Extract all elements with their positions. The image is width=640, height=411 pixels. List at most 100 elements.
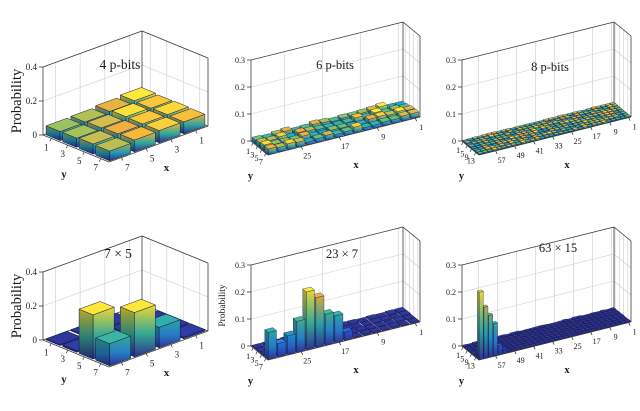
bar-top bbox=[525, 134, 532, 138]
x-axis-label: x bbox=[353, 365, 359, 376]
grid-z bbox=[613, 48, 632, 64]
bar-top bbox=[597, 312, 604, 316]
x-tick bbox=[628, 322, 631, 326]
panel-title: 63 × 15 bbox=[539, 241, 577, 255]
bar-top bbox=[606, 104, 614, 108]
bar-top bbox=[490, 131, 498, 135]
bar-front bbox=[287, 333, 296, 355]
bar-top bbox=[551, 125, 558, 129]
bar-top bbox=[332, 120, 345, 126]
x-axis-edge bbox=[478, 321, 632, 361]
bar-top bbox=[529, 338, 537, 342]
x-tick-label: 1 bbox=[633, 328, 637, 337]
axis-lines bbox=[42, 125, 209, 163]
bar-top bbox=[542, 333, 549, 336]
bar-top bbox=[581, 330, 588, 334]
bar-top bbox=[572, 122, 579, 126]
x-tick bbox=[533, 346, 536, 350]
bar-top bbox=[620, 316, 627, 319]
bar-top bbox=[548, 133, 555, 137]
y-tick-label: 7 bbox=[259, 157, 263, 166]
bar-top bbox=[374, 321, 387, 327]
bar-top bbox=[490, 136, 497, 140]
bar-top bbox=[532, 134, 539, 138]
bar-top bbox=[559, 116, 566, 120]
tick-labels: 0 0.2 0.4 1 3 5 7 1 3 5 7 bbox=[26, 62, 204, 173]
bar-top bbox=[62, 124, 98, 139]
bar-top bbox=[603, 317, 611, 321]
x-tick-label: 9 bbox=[614, 332, 618, 341]
bars-group bbox=[251, 100, 420, 155]
bar-top bbox=[534, 342, 541, 346]
bar-top bbox=[527, 337, 535, 340]
bar-top bbox=[522, 137, 529, 141]
bar-top bbox=[575, 324, 582, 328]
x-axis-edge bbox=[267, 321, 421, 361]
z-tick-label: 0.2 bbox=[26, 301, 37, 311]
bar-top bbox=[533, 125, 540, 129]
y-tick bbox=[461, 346, 464, 351]
bar-top bbox=[553, 132, 560, 136]
y-tick-label: 5 bbox=[77, 156, 82, 166]
x-tick-label: 17 bbox=[593, 132, 601, 141]
bar-top bbox=[596, 321, 603, 325]
bar-top bbox=[587, 114, 594, 118]
bar-top bbox=[611, 103, 618, 107]
bars-group bbox=[462, 101, 631, 155]
bar-top bbox=[479, 148, 487, 152]
z-tick-label: 0.1 bbox=[235, 315, 245, 324]
bar-top bbox=[565, 127, 572, 130]
bar-top bbox=[464, 346, 471, 349]
bar-top bbox=[312, 292, 325, 298]
bar-top bbox=[486, 312, 493, 316]
bar-top bbox=[471, 141, 478, 144]
bar-top bbox=[576, 110, 583, 114]
bar-top bbox=[491, 321, 498, 324]
x-tick bbox=[300, 146, 304, 150]
bar-top bbox=[528, 122, 536, 126]
bar-top bbox=[307, 131, 320, 137]
bar-top bbox=[615, 316, 622, 320]
bar-top bbox=[540, 327, 547, 330]
tick-labels: 0 0.2 0.4 1 3 5 7 1 3 5 7 bbox=[26, 267, 204, 378]
x-tick-label: 17 bbox=[341, 347, 349, 356]
bar-top bbox=[275, 131, 288, 138]
bar-top bbox=[256, 137, 269, 143]
bar-front bbox=[134, 304, 156, 358]
bar-top bbox=[576, 315, 583, 319]
bar-top bbox=[599, 113, 606, 117]
bar-top bbox=[549, 328, 556, 332]
bar-top bbox=[604, 313, 611, 317]
bar-top bbox=[561, 123, 568, 127]
bar-top bbox=[136, 94, 173, 109]
x-tick bbox=[170, 139, 173, 143]
axis-lines bbox=[461, 116, 632, 156]
x-tick bbox=[338, 137, 342, 141]
bar-front bbox=[483, 306, 489, 359]
bar-top bbox=[533, 330, 540, 334]
bar-top bbox=[478, 141, 485, 145]
bar-top bbox=[484, 146, 491, 150]
bar-top bbox=[496, 141, 503, 145]
bar-top bbox=[554, 327, 561, 331]
x-tick bbox=[590, 331, 593, 336]
bar-top bbox=[617, 114, 624, 117]
z-axis-label: Probability bbox=[218, 284, 228, 326]
bar-top bbox=[543, 339, 550, 343]
bar-top bbox=[375, 101, 388, 108]
bar-top bbox=[283, 330, 296, 337]
bar-top bbox=[551, 130, 558, 134]
bar-front bbox=[277, 341, 287, 358]
x-tick bbox=[145, 148, 148, 152]
z-tick-label: 0.2 bbox=[235, 288, 245, 297]
bar-top bbox=[120, 126, 156, 141]
bar-top bbox=[546, 131, 553, 134]
bar-top bbox=[103, 120, 140, 135]
y-tick bbox=[473, 357, 477, 361]
bar-top bbox=[580, 114, 587, 118]
bar-top bbox=[538, 120, 545, 123]
bar-top bbox=[360, 320, 373, 326]
bar-top bbox=[475, 149, 482, 153]
